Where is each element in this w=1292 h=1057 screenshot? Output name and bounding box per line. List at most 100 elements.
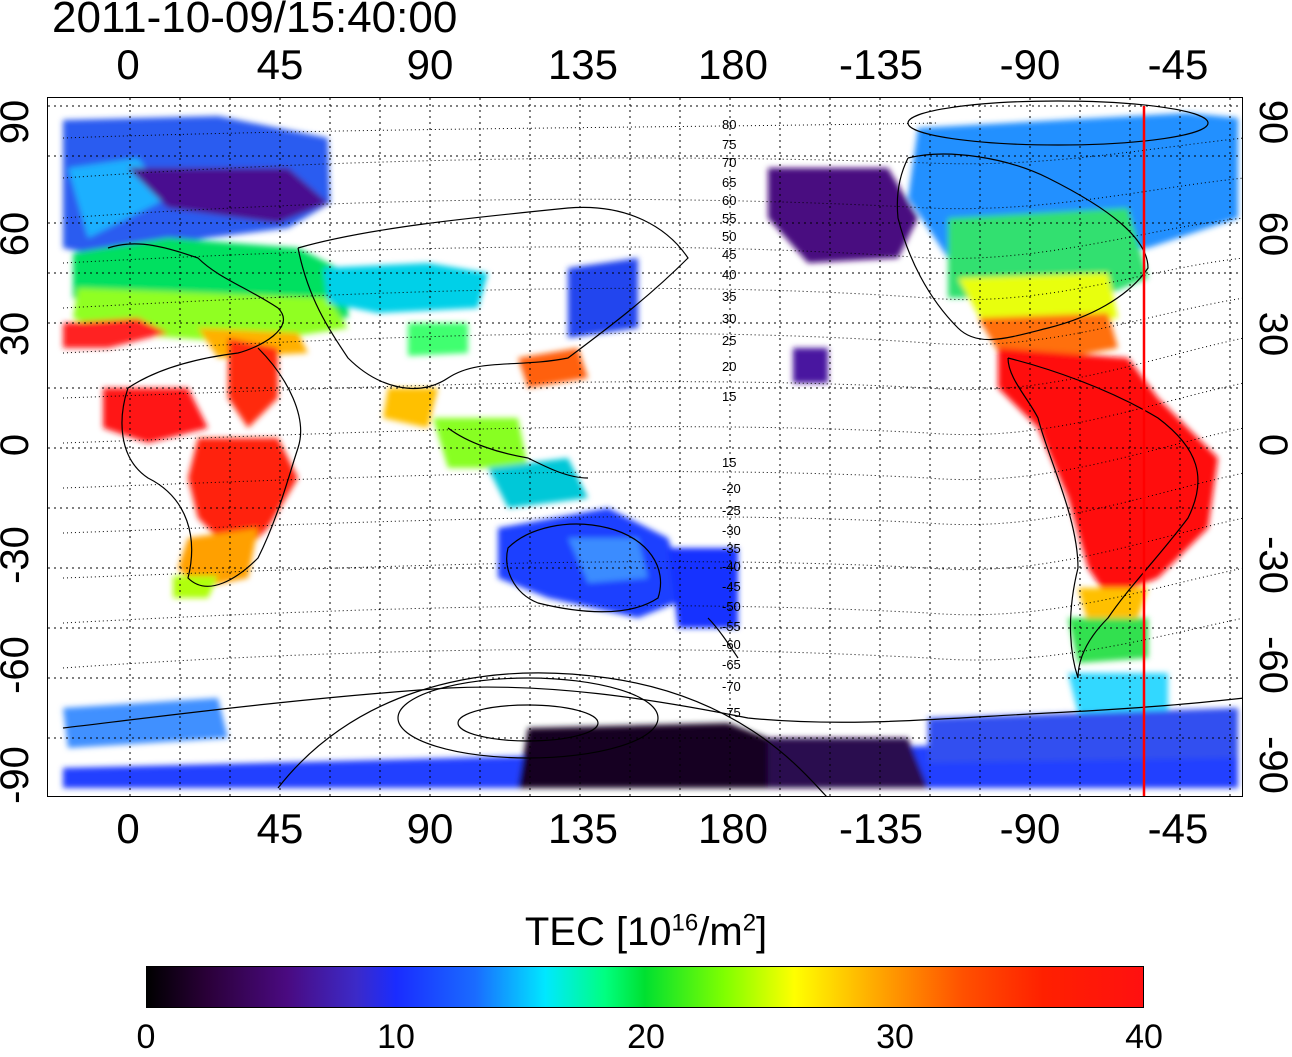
bottom-lon-tick: 135 [547, 805, 619, 852]
mlat-label: 60 [722, 193, 737, 208]
mlat-label: 55 [722, 211, 737, 226]
mlat-label: 40 [722, 267, 737, 282]
top-lon-tick: -45 [1147, 41, 1209, 88]
mlat-label: 15 [722, 455, 737, 470]
tec-region [793, 348, 828, 383]
top-lon-tick: 135 [547, 41, 619, 88]
colorbar-tick: 30 [876, 1018, 914, 1056]
left-lat-tick: -60 [0, 636, 37, 694]
tec-map-canvas [48, 98, 1242, 796]
mlat-label: 45 [722, 247, 737, 262]
bottom-lon-tick: -90 [999, 805, 1061, 852]
bottom-lon-tick: -45 [1147, 805, 1209, 852]
tec-region [768, 738, 928, 788]
tec-region [63, 698, 228, 748]
tec-region [63, 318, 168, 348]
mlat-label: -60 [722, 637, 741, 652]
bottom-lon-tick: 45 [256, 805, 304, 852]
bottom-lon-tick: 180 [697, 805, 769, 852]
colorbar-title-suffix: ] [756, 910, 768, 954]
mlat-label: 80 [722, 117, 737, 132]
timestamp: 2011-10-09/15:40:00 [52, 0, 458, 42]
coastline-australia [506, 523, 662, 613]
mlat-label: -20 [722, 481, 741, 496]
coastlines [62, 153, 1242, 729]
tec-region [998, 348, 1218, 598]
left-lat-tick: 90 [0, 99, 37, 145]
tec-region [568, 258, 638, 338]
mlat-label: -70 [722, 679, 741, 694]
colorbar-title: TEC [1016/m2] [0, 909, 1292, 954]
tec-region [928, 708, 1238, 763]
colorbar-title-exponent: 16 [671, 909, 699, 937]
tec-region [173, 576, 218, 598]
mlat-label: 30 [722, 311, 737, 326]
bottom-lon-tick: -135 [838, 805, 924, 852]
left-lat-tick: -90 [0, 746, 37, 804]
colorbar-title-unit: /m [698, 910, 743, 954]
coastline-asia [297, 206, 689, 389]
top-lon-tick: 45 [256, 41, 304, 88]
tec-map: 80 75 70 65 60 55 50 45 40 35 30 25 20 1… [47, 97, 1243, 797]
mlat-label: -45 [722, 579, 741, 594]
mlat-label: 70 [722, 155, 737, 170]
coastline-antarctica [62, 686, 1242, 729]
mlat-label: -65 [722, 657, 741, 672]
tec-region [408, 323, 468, 356]
left-lat-tick: -30 [0, 526, 37, 584]
mlat-label: -40 [722, 559, 741, 574]
tec-region [228, 338, 278, 428]
tec-region [323, 263, 488, 313]
right-lat-tick: 90 [1251, 99, 1292, 145]
mlat-label: -75 [722, 705, 741, 720]
right-lat-tick: 60 [1251, 211, 1292, 257]
mlat-label: -50 [722, 599, 741, 614]
tec-region [178, 528, 258, 588]
tec-region [518, 348, 588, 388]
tec-region [768, 168, 918, 263]
mlat-label: 50 [722, 229, 737, 244]
colorbar-tick: 40 [1125, 1018, 1163, 1056]
grid-lines [48, 98, 1242, 796]
right-lat-tick: 30 [1251, 311, 1292, 357]
tec-region [128, 168, 328, 223]
colorbar-tick: 20 [627, 1018, 665, 1056]
mlat-label: 15 [722, 389, 737, 404]
mlat-label: -30 [722, 523, 741, 538]
magnetic-pole-contours [277, 100, 1209, 796]
tec-region [433, 418, 528, 468]
coastline-europe-africa [107, 243, 302, 587]
tec-data [63, 113, 1238, 788]
mlat-label: 20 [722, 359, 737, 374]
colorbar-tick: 10 [377, 1018, 415, 1056]
mlat-label: -55 [722, 619, 741, 634]
top-lon-tick: 90 [406, 41, 454, 88]
top-lon-tick: 180 [697, 41, 769, 88]
mlat-label: 35 [722, 289, 737, 304]
coastline-north-america [896, 153, 1149, 341]
right-lat-tick: 0 [1251, 433, 1292, 457]
tec-region [1068, 618, 1148, 663]
mlat-label: 65 [722, 175, 737, 190]
tec-region [103, 388, 208, 443]
tec-region [1068, 673, 1168, 713]
tec-region [188, 438, 298, 558]
coastline-new-zealand [707, 617, 739, 659]
colorbar-tick: 0 [136, 1018, 156, 1056]
colorbar-title-unit-exponent: 2 [742, 909, 757, 937]
coastline-south-america [1007, 357, 1199, 679]
mlat-label: -35 [722, 541, 741, 556]
bottom-lon-tick: 0 [116, 805, 140, 852]
magnetic-latitude-contours [62, 122, 1242, 669]
tec-region [383, 388, 438, 428]
tec-region [518, 723, 768, 788]
colorbar [146, 966, 1144, 1008]
mlat-label: 75 [722, 137, 737, 152]
left-lat-tick: 60 [0, 211, 37, 257]
top-lon-tick: -90 [999, 41, 1061, 88]
mlat-label: -25 [722, 503, 741, 518]
tec-region [568, 538, 648, 583]
tec-region [488, 458, 588, 508]
mlat-label: 25 [722, 333, 737, 348]
colorbar-title-prefix: TEC [10 [524, 910, 672, 954]
